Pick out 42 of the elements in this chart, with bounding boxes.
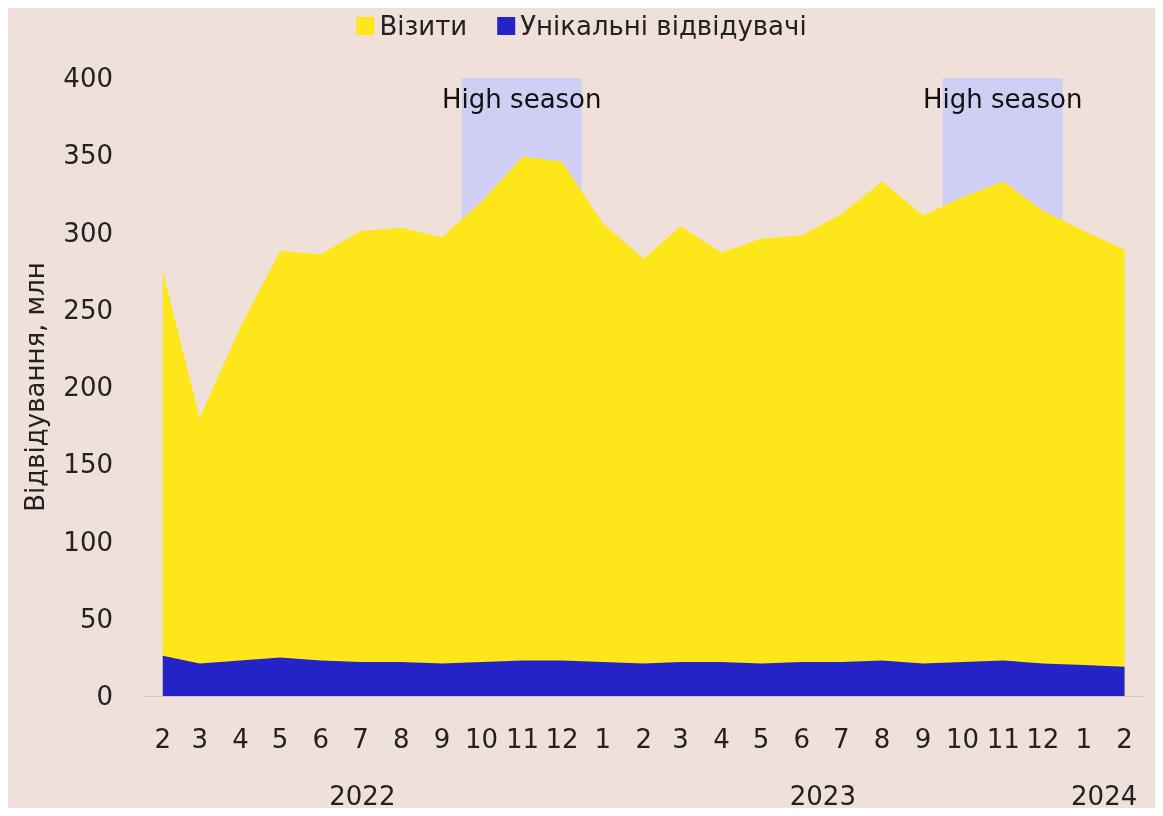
x-tick-label: 8	[873, 724, 891, 754]
y-tick-label: 100	[63, 526, 113, 557]
text: 2022	[329, 781, 396, 811]
x-tick-label: 1	[1075, 724, 1092, 754]
x-tick-label: 3	[672, 724, 689, 754]
x-tick-label: 2	[154, 724, 172, 754]
legend-label: Унікальні відвідувачі	[520, 11, 807, 41]
y-tick-label: 350	[63, 140, 113, 171]
x-tick-label: 9	[914, 724, 932, 754]
x-tick-label: 6	[312, 724, 330, 754]
x-tick-label: 12	[545, 724, 579, 754]
y-tick-label: 400	[63, 63, 113, 93]
x-tick-label: 7	[833, 724, 850, 754]
x-tick-label: 4	[232, 724, 249, 754]
x-tick-label: 3	[191, 724, 208, 754]
text: 2023	[789, 781, 856, 811]
y-axis-title: Відвідування, млн	[20, 262, 50, 512]
band-label: High season	[442, 84, 602, 114]
legend-label: Візити	[379, 11, 468, 41]
x-tick-label: 7	[352, 724, 369, 754]
x-tick-label: 4	[713, 724, 730, 754]
y-tick-label: 150	[63, 449, 113, 480]
x-tick-label: 2	[635, 724, 652, 754]
x-tick-label: 11	[505, 724, 539, 754]
x-tick-label: 6	[793, 724, 811, 754]
y-tick-label: 50	[79, 603, 113, 634]
x-tick-label: 5	[271, 724, 289, 754]
y-tick-label: 250	[63, 294, 113, 325]
y-tick-label: 0	[96, 681, 113, 711]
x-tick-label: 1	[594, 724, 612, 754]
text: 2024	[1071, 781, 1138, 811]
y-tick-label: 200	[63, 372, 113, 402]
band-label: High season	[922, 84, 1083, 114]
x-tick-label: 5	[752, 724, 770, 754]
x-tick-label: 10	[465, 724, 499, 754]
y-tick-label: 300	[63, 217, 113, 248]
x-tick-label: 10	[945, 724, 980, 754]
x-tick-label: 9	[433, 724, 451, 754]
x-tick-label: 11	[986, 724, 1020, 754]
x-tick-label: 2	[1116, 724, 1133, 754]
x-tick-label: 8	[392, 724, 410, 754]
x-tick-label: 12	[1026, 724, 1060, 754]
